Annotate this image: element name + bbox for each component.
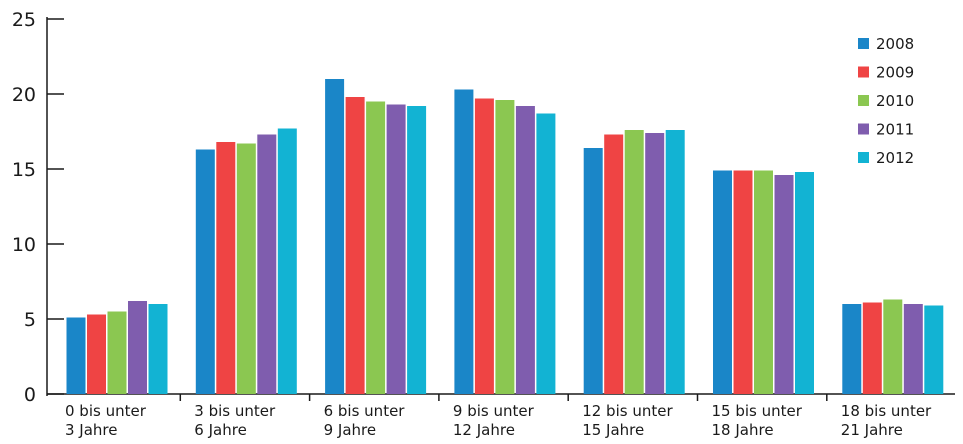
bar-2009-4 bbox=[604, 134, 624, 394]
legend-label: 2009 bbox=[876, 64, 914, 82]
y-tick-label: 15 bbox=[12, 159, 36, 181]
bar-2012-5 bbox=[795, 172, 814, 394]
bar-2008-0 bbox=[66, 317, 86, 394]
x-tick-label-line: 0 bis unter bbox=[65, 402, 147, 420]
bar-2012-3 bbox=[536, 113, 556, 394]
x-tick-label-line: 6 bis unter bbox=[324, 402, 406, 420]
y-axis: 0 5 10 15 20 25 bbox=[12, 9, 64, 406]
bar-2008-3 bbox=[454, 89, 474, 394]
x-tick-label-line: 12 Jahre bbox=[453, 421, 515, 439]
bar-2010-2 bbox=[366, 101, 386, 394]
y-tick-label: 10 bbox=[12, 234, 36, 256]
x-tick-label-line: 18 bis unter bbox=[841, 402, 932, 420]
x-tick-label-line: 3 bis unter bbox=[194, 402, 276, 420]
x-tick-label-line: 9 bis unter bbox=[453, 402, 535, 420]
bar-2012-4 bbox=[665, 130, 685, 394]
legend-label: 2008 bbox=[876, 35, 914, 53]
y-tick-label: 0 bbox=[24, 384, 36, 406]
legend-label: 2010 bbox=[876, 92, 914, 110]
bar-2012-1 bbox=[277, 128, 297, 394]
bar-2011-5 bbox=[774, 175, 794, 394]
legend-swatch-2010 bbox=[858, 95, 869, 106]
bar-2008-4 bbox=[583, 148, 603, 394]
bar-2008-1 bbox=[195, 149, 215, 394]
bar-2010-3 bbox=[495, 100, 515, 394]
bar-2009-0 bbox=[87, 314, 106, 394]
x-axis: 0 bis unter 3 Jahre 3 bis unter 6 Jahre 6 bi… bbox=[47, 393, 955, 439]
bar-2010-4 bbox=[624, 130, 644, 394]
bar-2011-4 bbox=[645, 133, 665, 394]
bar-2008-2 bbox=[325, 79, 345, 394]
x-tick-label-line: 18 Jahre bbox=[712, 421, 774, 439]
bar-2011-1 bbox=[257, 134, 277, 394]
x-tick-label: 6 bis unter 9 Jahre bbox=[324, 402, 406, 439]
bar-2012-2 bbox=[407, 106, 427, 394]
x-tick-label-line: 21 Jahre bbox=[841, 421, 903, 439]
bar-2012-6 bbox=[924, 305, 944, 394]
bar-2011-2 bbox=[386, 104, 406, 394]
x-tick-label: 18 bis unter 21 Jahre bbox=[841, 402, 932, 439]
x-tick-label: 3 bis unter 6 Jahre bbox=[194, 402, 276, 439]
bar-2010-0 bbox=[107, 311, 127, 394]
x-tick-label-line: 15 Jahre bbox=[582, 421, 644, 439]
legend-swatch-2011 bbox=[858, 123, 869, 135]
x-tick-label-line: 15 bis unter bbox=[712, 402, 803, 420]
x-tick-label-line: 3 Jahre bbox=[65, 421, 118, 439]
bar-2011-3 bbox=[515, 106, 535, 394]
legend: 2008 2009 2010 2011 2012 bbox=[858, 35, 914, 167]
x-tick-label: 12 bis unter 15 Jahre bbox=[582, 402, 673, 439]
bar-2010-1 bbox=[236, 143, 256, 394]
y-tick-label: 20 bbox=[12, 84, 36, 106]
legend-label: 2012 bbox=[876, 149, 914, 167]
bar-2009-3 bbox=[474, 98, 494, 394]
y-tick-label: 25 bbox=[12, 9, 36, 31]
x-tick-label-line: 9 Jahre bbox=[324, 421, 377, 439]
bar-2010-5 bbox=[754, 170, 773, 394]
legend-swatch-2012 bbox=[858, 152, 869, 163]
x-tick-label: 0 bis unter 3 Jahre bbox=[65, 402, 147, 439]
y-tick-label: 5 bbox=[24, 309, 36, 331]
bar-2011-0 bbox=[128, 301, 147, 394]
bars bbox=[66, 79, 944, 394]
bar-2010-6 bbox=[883, 299, 903, 394]
legend-label: 2011 bbox=[876, 121, 914, 139]
legend-swatch-2008 bbox=[858, 38, 869, 49]
bar-2012-0 bbox=[148, 304, 168, 394]
legend-swatch-2009 bbox=[858, 66, 869, 78]
x-tick-label-line: 6 Jahre bbox=[194, 421, 247, 439]
bar-2009-6 bbox=[862, 302, 882, 394]
bar-2011-6 bbox=[903, 304, 923, 394]
bar-2008-6 bbox=[842, 304, 862, 394]
x-tick-label: 9 bis unter 12 Jahre bbox=[453, 402, 535, 439]
bar-2008-5 bbox=[713, 170, 732, 394]
bar-2009-1 bbox=[216, 142, 236, 394]
x-tick-label-line: 12 bis unter bbox=[582, 402, 673, 420]
x-tick-label: 15 bis unter 18 Jahre bbox=[712, 402, 803, 439]
bar-2009-2 bbox=[345, 97, 365, 394]
bar-2009-5 bbox=[733, 170, 753, 394]
